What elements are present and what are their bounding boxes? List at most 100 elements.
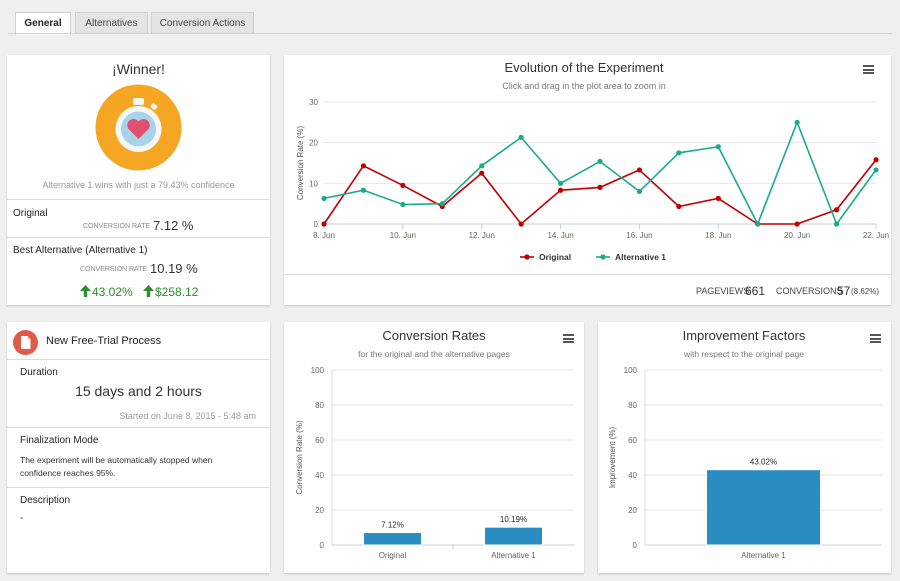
- chart-title: Conversion Rates: [382, 328, 486, 343]
- finalization-label: Finalization Mode: [20, 435, 99, 446]
- tab-alternatives[interactable]: Alternatives: [75, 12, 148, 34]
- data-point: [400, 182, 406, 188]
- x-tick-label: Alternative 1: [491, 551, 536, 560]
- best-alternative-label: Best Alternative (Alternative 1): [13, 245, 148, 256]
- chart-title: Evolution of the Experiment: [505, 60, 664, 75]
- x-tick-label: 8. Jun: [313, 231, 335, 240]
- y-tick-label: 60: [315, 436, 324, 445]
- data-point: [518, 221, 524, 227]
- y-tick-label: 30: [309, 98, 318, 107]
- data-point: [636, 188, 643, 195]
- experiment-title: New Free-Trial Process: [46, 335, 162, 347]
- x-tick-label: 22. Jun: [863, 231, 889, 240]
- y-tick-label: 60: [628, 436, 637, 445]
- data-point: [360, 187, 367, 193]
- y-axis-title: Conversion Rate (%): [296, 126, 305, 201]
- winner-title: ¡Winner!: [112, 61, 165, 77]
- finalization-text-line-2: confidence reaches 95%.: [20, 468, 116, 478]
- chart-menu-icon[interactable]: [563, 334, 574, 343]
- data-point: [479, 170, 485, 176]
- y-tick-label: 20: [628, 506, 637, 515]
- document-icon: [13, 330, 38, 355]
- chart-title: Improvement Factors: [683, 328, 806, 343]
- data-point: [321, 195, 327, 201]
- evolution-chart[interactable]: Evolution of the Experiment Click and dr…: [284, 55, 891, 275]
- data-point: [794, 221, 800, 227]
- arrow-up-icon: [143, 285, 154, 297]
- divider: [7, 427, 270, 428]
- stopwatch-heart-icon: [95, 84, 182, 171]
- x-tick-label: Alternative 1: [741, 551, 786, 560]
- improvement-percent: 43.02%: [92, 285, 133, 299]
- data-point: [597, 158, 603, 164]
- chart-subtitle: with respect to the original page: [683, 349, 804, 359]
- data-point: [597, 184, 603, 190]
- y-axis-title: Conversion Rate (%): [295, 420, 304, 495]
- data-point: [557, 187, 564, 193]
- data-point: [833, 221, 840, 227]
- data-point: [873, 167, 879, 173]
- data-point: [794, 119, 800, 125]
- conversions-value: 57: [837, 284, 851, 298]
- data-point: [676, 150, 682, 156]
- bar: [363, 532, 422, 546]
- y-tick-label: 10: [309, 179, 318, 188]
- winner-confidence-text: Alternative 1 wins with just a 79.43% co…: [42, 180, 235, 190]
- y-tick-label: 40: [315, 471, 324, 480]
- x-tick-label: 14. Jun: [547, 231, 573, 240]
- y-tick-label: 0: [314, 220, 319, 229]
- series-line-2: [323, 120, 877, 226]
- legend-swatch-point: [524, 254, 530, 260]
- tab-general[interactable]: General: [15, 12, 71, 35]
- tab-bar: General Alternatives Conversion Actions: [0, 0, 900, 35]
- description-label: Description: [20, 495, 71, 506]
- legend-swatch-point: [600, 254, 606, 260]
- data-point: [360, 163, 367, 169]
- started-date: Started on June 8, 2015 - 5:48 am: [119, 411, 256, 421]
- y-tick-label: 20: [315, 506, 324, 515]
- conversion-rates-card: Conversion Rates for the original and th…: [284, 322, 584, 573]
- description-value: -: [20, 513, 24, 524]
- conversions-percent: (8.62%): [851, 287, 880, 296]
- data-point: [715, 144, 721, 150]
- chart-subtitle: Click and drag in the plot area to zoom …: [502, 81, 666, 91]
- data-point: [518, 134, 524, 140]
- data-point: [479, 163, 485, 169]
- pageviews-value: 661: [745, 284, 766, 298]
- divider: [7, 487, 270, 488]
- y-tick-label: 80: [628, 401, 637, 410]
- x-tick-label: 16. Jun: [626, 231, 652, 240]
- improvement-factors-card: Improvement Factors with respect to the …: [598, 322, 891, 573]
- chart-menu-icon[interactable]: [863, 65, 874, 74]
- data-point: [400, 201, 406, 208]
- data-point: [557, 180, 564, 186]
- original-cr-label: CONVERSION RATE: [83, 223, 151, 230]
- x-tick-label: 12. Jun: [469, 231, 495, 240]
- divider: [7, 359, 270, 360]
- data-point: [715, 195, 721, 201]
- tab-divider: [8, 33, 892, 34]
- series-line-1: [323, 159, 877, 226]
- x-tick-label: 10. Jun: [390, 231, 416, 240]
- y-tick-label: 80: [315, 401, 324, 410]
- chart-menu-icon[interactable]: [870, 334, 881, 343]
- y-tick-label: 20: [309, 139, 318, 148]
- bar-data-label: 10.19%: [500, 515, 527, 524]
- y-tick-label: 40: [628, 471, 637, 480]
- original-rate: 7.12 %: [153, 218, 194, 233]
- data-point: [833, 207, 840, 213]
- experiment-card: New Free-Trial Process Duration 15 days …: [7, 322, 270, 573]
- legend-item: Original: [539, 252, 571, 262]
- conversion-rates-chart: Conversion Rates for the original and th…: [295, 328, 574, 560]
- y-tick-label: 0: [633, 541, 638, 550]
- y-axis-title: Improvement (%): [608, 426, 617, 488]
- duration-label: Duration: [20, 367, 58, 378]
- data-point: [873, 157, 879, 163]
- legend-item: Alternative 1: [615, 252, 666, 262]
- y-tick-label: 100: [624, 366, 638, 375]
- tab-conversion-actions[interactable]: Conversion Actions: [151, 12, 254, 34]
- winner-card: ¡Winner! Alternative 1 wins with just a …: [7, 55, 270, 305]
- divider: [7, 237, 270, 238]
- data-point: [321, 221, 327, 227]
- improvement-value: $258.12: [155, 285, 199, 299]
